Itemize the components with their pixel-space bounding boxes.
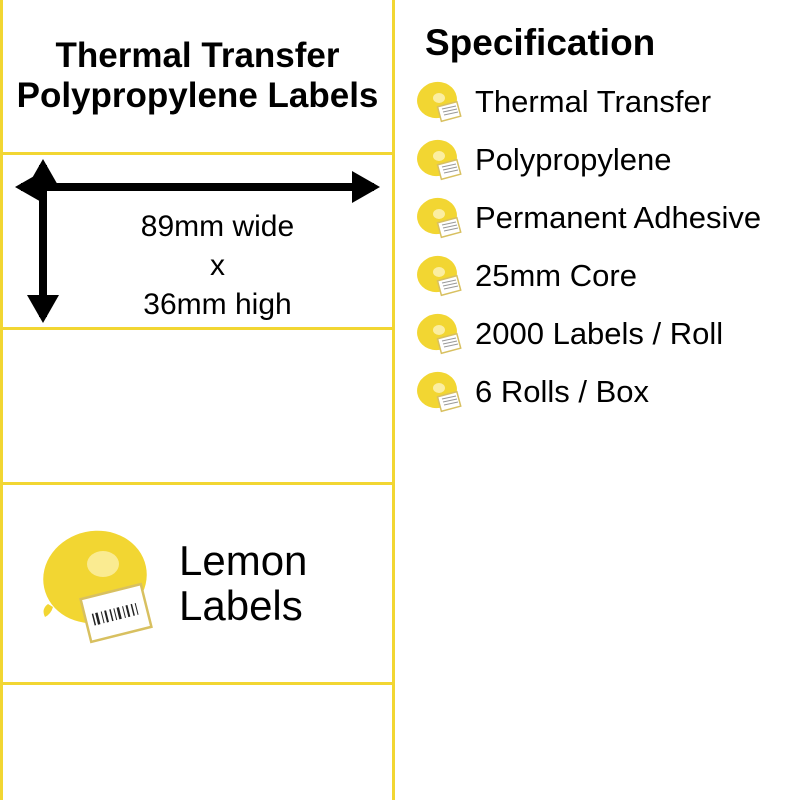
height-value: 36mm high <box>141 285 294 324</box>
spec-list: Thermal Transfer Polypropylene Permanent… <box>415 78 786 416</box>
height-arrow-icon <box>39 165 47 317</box>
lemon-bullet-icon <box>415 368 463 416</box>
lemon-bullet-icon <box>415 136 463 184</box>
brand-row: Lemon Labels <box>3 485 392 685</box>
spec-item: 25mm Core <box>415 252 786 300</box>
lemon-icon <box>33 519 163 649</box>
blank-label-row-2 <box>3 685 392 800</box>
dimension-row: 89mm wide x 36mm high <box>3 155 392 330</box>
x-separator: x <box>141 246 294 285</box>
spec-item-text: Permanent Adhesive <box>475 200 761 236</box>
spec-item: Thermal Transfer <box>415 78 786 126</box>
dimension-text: 89mm wide x 36mm high <box>141 207 294 324</box>
lemon-bullet-icon <box>415 78 463 126</box>
spec-heading: Specification <box>415 22 786 64</box>
spec-item-text: 2000 Labels / Roll <box>475 316 723 352</box>
spec-item-text: Thermal Transfer <box>475 84 711 120</box>
spec-item: 2000 Labels / Roll <box>415 310 786 358</box>
brand-name: Lemon Labels <box>179 539 307 627</box>
width-value: 89mm wide <box>141 207 294 246</box>
lemon-bullet-icon <box>415 252 463 300</box>
product-title: Thermal Transfer Polypropylene Labels <box>13 36 382 117</box>
label-stack: Thermal Transfer Polypropylene Labels 89… <box>0 0 395 800</box>
brand-line1: Lemon <box>179 539 307 583</box>
specification-panel: Specification Thermal Transfer Polypropy… <box>395 0 800 800</box>
lemon-bullet-icon <box>415 194 463 242</box>
spec-item-text: 6 Rolls / Box <box>475 374 649 410</box>
brand-logo: Lemon Labels <box>33 519 307 649</box>
product-title-row: Thermal Transfer Polypropylene Labels <box>3 0 392 155</box>
spec-item-text: 25mm Core <box>475 258 637 294</box>
lemon-bullet-icon <box>415 310 463 358</box>
blank-label-row <box>3 330 392 485</box>
width-arrow-icon <box>21 183 374 191</box>
spec-item-text: Polypropylene <box>475 142 671 178</box>
spec-item: Permanent Adhesive <box>415 194 786 242</box>
spec-item: Polypropylene <box>415 136 786 184</box>
spec-item: 6 Rolls / Box <box>415 368 786 416</box>
brand-line2: Labels <box>179 584 307 628</box>
